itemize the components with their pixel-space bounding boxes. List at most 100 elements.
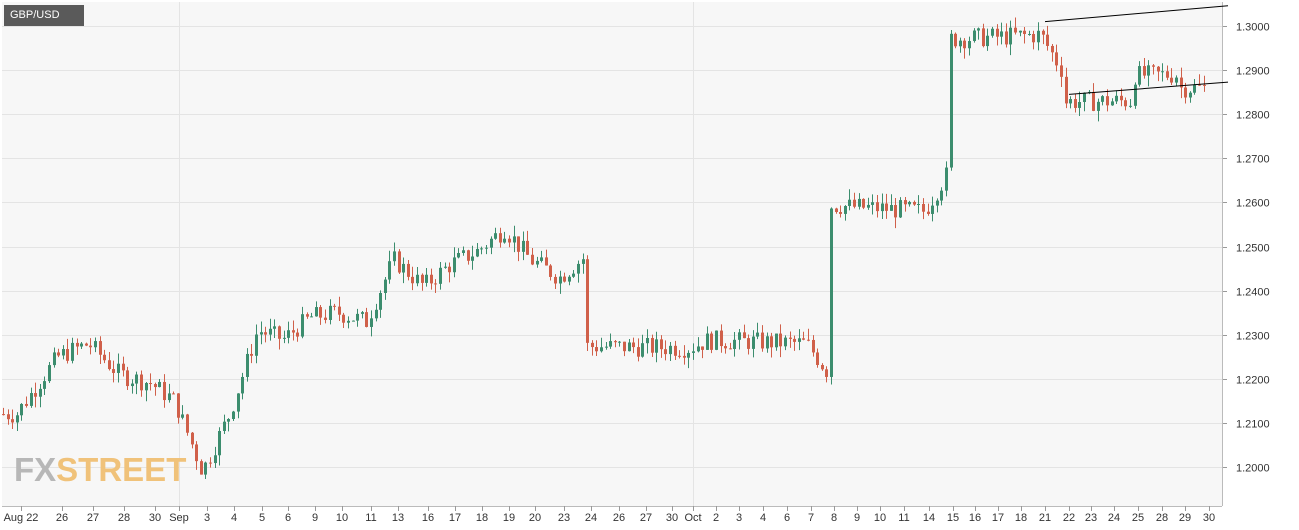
candle-body [283,337,286,339]
x-tick-label: 28 [1156,512,1168,524]
y-tick-label: 1.2000 [1236,463,1270,475]
candle-body [871,202,874,205]
candle-body [917,203,920,205]
candle-body [1152,65,1155,67]
candle-body [756,332,759,337]
candle-body [200,461,203,475]
candle-body [724,346,727,349]
plot-area [2,2,1222,506]
candle-body [457,252,460,258]
x-tick-label: 11 [365,512,376,524]
x-tick-label: 23 [558,512,570,524]
candle-body [1193,84,1196,93]
y-tick-label: 1.2700 [1236,154,1270,166]
candle-body [554,276,557,284]
candle-body [927,211,930,214]
candle-body [549,265,552,277]
candle-body [126,370,129,387]
candle-body [149,383,152,385]
candle-body [1138,66,1141,85]
x-tick-label: 4 [231,512,237,524]
candle-body [522,240,525,252]
candle-body [733,339,736,350]
candle-body [1106,96,1109,106]
candle-body [563,276,566,282]
candle-body [292,330,295,333]
candle-body [154,384,157,388]
candle-body [430,274,433,284]
x-tick-label: 22 [1063,512,1075,524]
candle-body [223,421,226,431]
candle-body [1078,102,1081,108]
candle-body [1180,77,1183,88]
candle-body [370,318,373,327]
candle-body [789,337,792,339]
x-tick-label: 10 [874,512,886,524]
y-tick-label: 1.2100 [1236,419,1270,431]
x-tick-label: 10 [336,512,348,524]
candle-body [540,257,543,261]
candle-body [812,339,815,353]
candle-body [494,233,497,239]
candle-body [365,312,368,327]
x-tick-label: Aug 22 [4,512,39,524]
candle-body [122,363,125,371]
x-tick-label: 30 [149,512,161,524]
candle-body [347,320,350,323]
candle-body [319,307,322,318]
candle-body [214,455,217,464]
candle-body [11,419,14,423]
candle-body [1111,101,1114,106]
candle-body [227,418,230,422]
candle-body [517,236,520,252]
candle-body [996,28,999,37]
candle-body [655,339,658,353]
candle-body [536,260,539,265]
x-tick-label: 26 [56,512,68,524]
candle-body [117,363,120,373]
candle-body [39,388,42,397]
candle-body [480,248,483,250]
candle-body [904,200,907,205]
candle-body [1129,105,1132,107]
x-tick-label: 17 [449,512,461,524]
x-tick-label: 3 [736,512,742,524]
candle-body [720,330,723,347]
candle-body [1065,76,1068,104]
candle-body [135,374,138,384]
candle-body [545,257,548,266]
candle-body [181,414,184,418]
candle-body [53,352,56,366]
candle-body [1134,84,1137,106]
x-tick-label: 3 [204,512,210,524]
candle-body [140,374,143,391]
candle-body [1074,99,1077,108]
candle-body [499,233,502,243]
y-tick-label: 1.2900 [1236,66,1270,78]
x-tick-label: 24 [585,512,597,524]
x-tick-label: 28 [118,512,130,524]
candle-body [379,292,382,310]
candle-body [1157,66,1160,72]
candle-body [618,341,621,343]
candle-body [2,414,5,416]
candle-body [885,203,888,211]
candle-body [163,381,166,401]
candle-body [246,353,249,377]
x-tick-label: 25 [1132,512,1144,524]
candle-body [798,338,801,342]
candle-body [968,41,971,49]
candle-body [931,205,934,214]
candle-body [853,199,856,207]
candle-body [1189,92,1192,98]
candle-body [973,30,976,42]
candle-body [641,343,644,357]
x-tick-label: Oct [684,512,701,524]
candle-body [503,238,506,243]
candle-body [1143,66,1146,76]
candle-body [531,254,534,265]
candle-body [352,320,355,322]
candle-body [85,343,88,346]
candle-body [940,190,943,201]
candle-body [715,330,718,350]
